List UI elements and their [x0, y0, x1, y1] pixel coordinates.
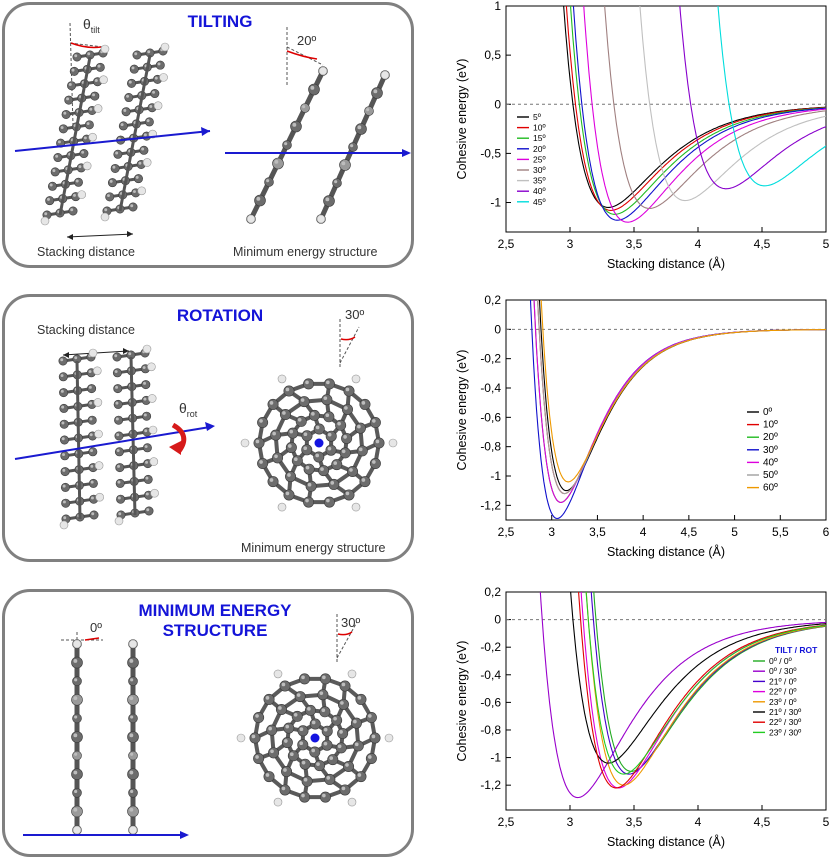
legend-label: 0º / 0º — [769, 656, 792, 666]
y-tick-label: -0,6 — [480, 695, 501, 709]
x-tick-label: 4 — [640, 525, 647, 539]
angle-symbol: θ — [179, 400, 187, 416]
legend-label: 50º — [763, 470, 778, 481]
angle-left: 0º — [90, 620, 102, 635]
y-tick-label: -0,8 — [480, 723, 501, 737]
y-tick-label: -0,5 — [480, 146, 501, 160]
x-tick-label: 5 — [823, 237, 830, 251]
legend-label: 60º — [763, 483, 778, 494]
min-energy-panel: MINIMUM ENERGY STRUCTURE 0º 30º — [2, 589, 414, 857]
y-tick-label: 0,5 — [484, 48, 501, 62]
svg-text:θrot: θrot — [179, 400, 198, 419]
legend-label: 22º / 30º — [769, 717, 801, 727]
legend-label: 35º — [533, 176, 546, 186]
legend-label: 30º — [533, 165, 546, 175]
x-axis-label: Stacking distance (Å) — [607, 544, 725, 559]
x-tick-label: 4 — [695, 815, 702, 829]
tilting-panel: TILTING θtilt 20º Stacking distance Mini… — [2, 2, 414, 268]
y-tick-label: -1,2 — [480, 778, 501, 792]
angle-value: 20º — [297, 33, 316, 48]
y-tick-label: 0,2 — [484, 293, 501, 307]
y-axis-label: Cohesive energy (eV) — [455, 641, 469, 762]
angle-subscript: tilt — [91, 25, 100, 35]
legend-label: 20º — [533, 144, 546, 154]
legend-label: 15º — [533, 133, 546, 143]
angle-right: 30º — [341, 615, 360, 630]
y-tick-label: 0 — [494, 613, 501, 627]
legend-label: 45º — [533, 197, 546, 207]
y-tick-label: -0,2 — [480, 640, 501, 654]
legend-label: 10º — [533, 123, 546, 133]
y-tick-label: 0 — [494, 97, 501, 111]
x-tick-label: 3,5 — [626, 815, 643, 829]
legend-label: 23º / 0º — [769, 697, 796, 707]
y-tick-label: -0,2 — [480, 352, 501, 366]
legend-label: 30º — [763, 445, 778, 456]
y-tick-label: -0,4 — [480, 668, 501, 682]
x-tick-label: 4,5 — [754, 815, 771, 829]
x-tick-label: 4 — [695, 237, 702, 251]
x-tick-label: 3,5 — [626, 237, 643, 251]
y-tick-label: -1 — [490, 751, 501, 765]
legend-label: 0º / 30º — [769, 666, 796, 676]
y-tick-label: 1 — [494, 0, 501, 13]
y-tick-label: -1,2 — [480, 498, 501, 512]
y-tick-label: -1 — [490, 196, 501, 210]
legend-label: 40º — [763, 457, 778, 468]
x-tick-label: 3 — [567, 237, 574, 251]
x-tick-label: 2,5 — [498, 237, 515, 251]
legend-label: 22º / 0º — [769, 687, 796, 697]
legend-label: 10º — [763, 420, 778, 431]
angle-symbol: θ — [83, 16, 91, 32]
y-tick-label: -0,8 — [480, 440, 501, 454]
x-tick-label: 4,5 — [681, 525, 698, 539]
y-tick-label: -0,6 — [480, 410, 501, 424]
plot-frame — [506, 300, 826, 520]
tilting-illustration: θtilt 20º — [5, 5, 417, 271]
x-tick-label: 5,5 — [772, 525, 789, 539]
y-tick-label: 0,2 — [484, 586, 501, 599]
tilting-energy-chart: 2,5 3 3,5 4 4,5 5 1 0,5 0 -0,5 -1 Stacking distance… — [440, 0, 830, 272]
x-tick-label: 5 — [731, 525, 738, 539]
x-axis-label: Stacking distance (Å) — [607, 834, 725, 849]
x-axis-label: Stacking distance (Å) — [607, 256, 725, 271]
legend-label: 25º — [533, 154, 546, 164]
rotation-illustration: θrot 30º — [5, 297, 417, 565]
angle-subscript: rot — [187, 409, 198, 419]
x-tick-label: 3,5 — [589, 525, 606, 539]
caption-stacking: Stacking distance — [37, 323, 135, 337]
legend-label: 5º — [533, 112, 541, 122]
x-tick-label: 2,5 — [498, 815, 515, 829]
svg-text:θtilt: θtilt — [83, 16, 100, 35]
legend-label: 21º / 0º — [769, 676, 796, 686]
caption-stacking: Stacking distance — [37, 245, 135, 259]
legend-title: TILT / ROT — [775, 645, 818, 655]
x-tick-label: 2,5 — [498, 525, 515, 539]
angle-value: 30º — [345, 307, 364, 322]
legend-label: 0º — [763, 407, 773, 418]
x-tick-label: 5 — [823, 815, 830, 829]
y-axis-label: Cohesive energy (eV) — [455, 350, 469, 471]
y-tick-label: -0,4 — [480, 381, 501, 395]
legend-label: 20º — [763, 432, 778, 443]
x-tick-label: 6 — [823, 525, 830, 539]
caption-min-energy: Minimum energy structure — [233, 245, 378, 259]
legend-label: 40º — [533, 186, 546, 196]
min-energy-chart: 2,5 3 3,5 4 4,5 5 0,2 0 -0,2 -0,4 -0,6 -0,8 -1 -1,2 St… — [440, 586, 830, 858]
x-tick-label: 3 — [567, 815, 574, 829]
y-axis-label: Cohesive energy (eV) — [455, 59, 469, 180]
caption-min-energy: Minimum energy structure — [241, 541, 386, 555]
rotation-energy-chart: 2,5 3 3,5 4 4,5 5 5,5 6 0,2 0 -0,2 -0,4 -0,6 -0,8 -1 -1… — [440, 290, 830, 578]
rotation-panel: ROTATION θrot 30º Stacking distance Mini… — [2, 294, 414, 562]
stacking-axis — [15, 131, 210, 151]
legend-label: 21º / 30º — [769, 707, 801, 717]
y-tick-label: -1 — [490, 469, 501, 483]
min-energy-illustration: 0º 30º — [5, 592, 417, 860]
x-tick-label: 4,5 — [754, 237, 771, 251]
x-tick-label: 3 — [548, 525, 555, 539]
y-tick-label: 0 — [494, 322, 501, 336]
legend-label: 23º / 30º — [769, 727, 801, 737]
plot-frame — [506, 6, 826, 232]
